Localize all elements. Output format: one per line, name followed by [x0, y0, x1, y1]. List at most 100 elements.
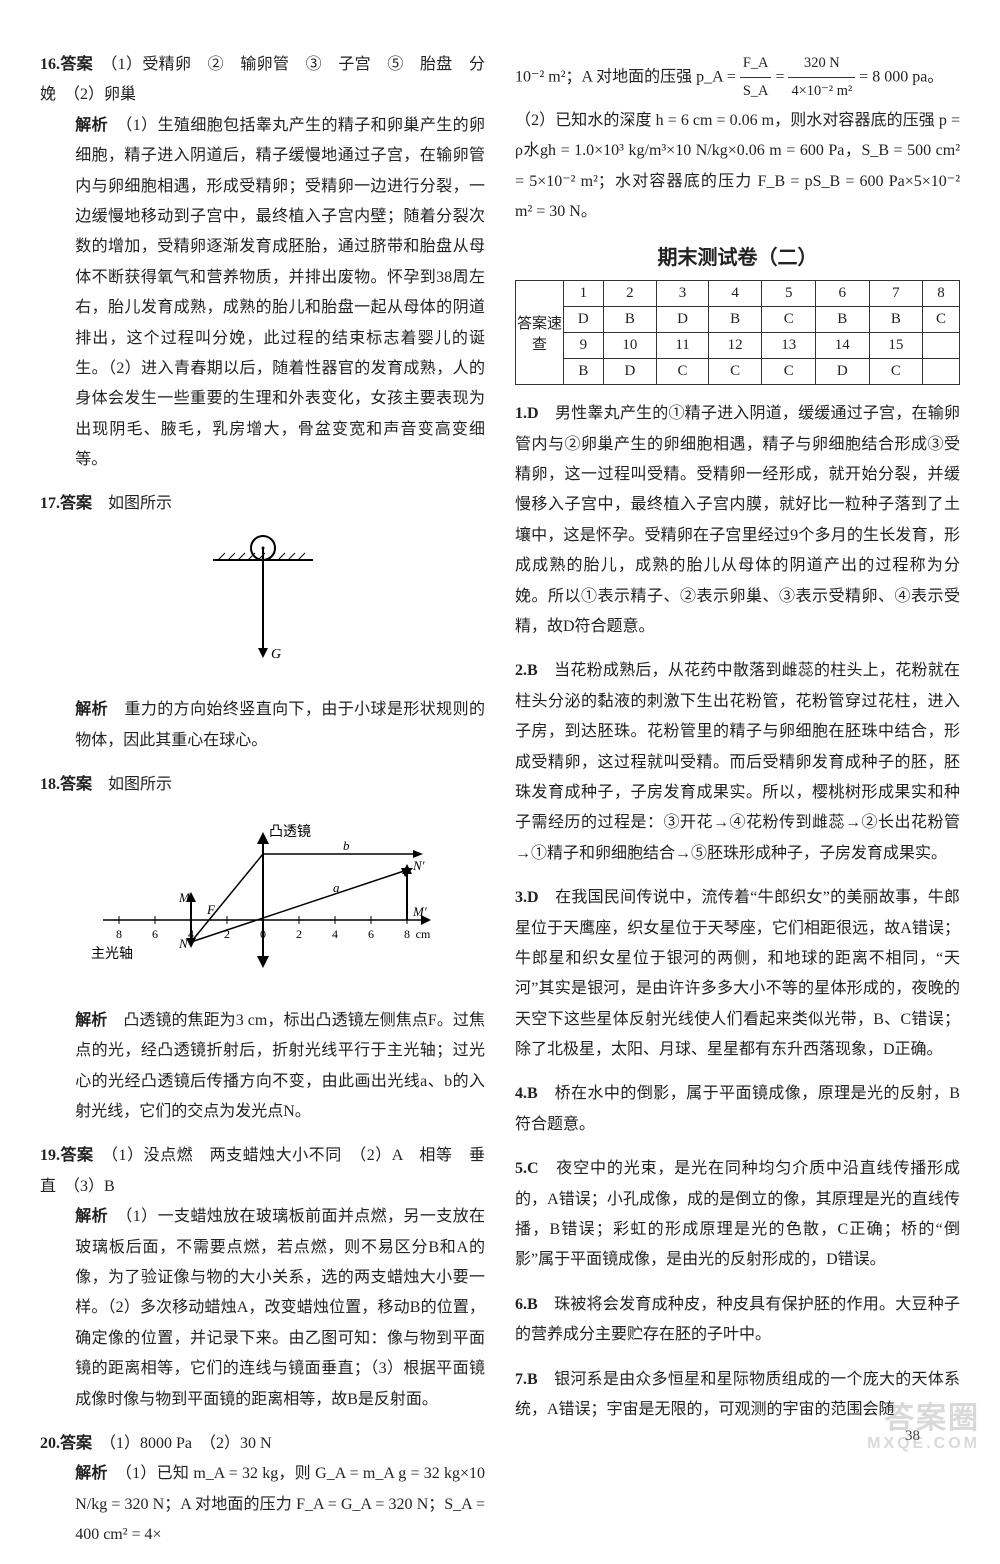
table-cell: 8	[923, 281, 960, 307]
table-cell: C	[762, 307, 816, 333]
table-cell: C	[869, 359, 923, 385]
watermark-line2: MXQE.COM	[867, 1435, 980, 1453]
item-text: 当花粉成熟后，从花药中散落到雌蕊的柱头上，花粉就在柱头分泌的黏液的刺激下生出花粉…	[515, 662, 960, 861]
table-cell: 14	[816, 333, 870, 359]
q20-line1a: 10⁻² m²；A 对地面的压强 p_A =	[515, 69, 740, 86]
q20: 20.答案 （1）8000 Pa （2）30 N 解析 （1）已知 m_A = …	[40, 1429, 485, 1551]
table-cell: D	[657, 307, 709, 333]
table-cell: C	[657, 359, 709, 385]
table-cell: B	[869, 307, 923, 333]
table-cell: C	[923, 307, 960, 333]
q-number: 16.	[40, 56, 60, 73]
ans-item-3: 3.D 在我国民间传说中，流传着“牛郎织女”的美丽故事，牛郎星位于天鹰座，织女星…	[515, 883, 960, 1065]
item-num: 1.D	[515, 405, 539, 422]
table-cell	[923, 359, 960, 385]
answer-label: 答案	[60, 56, 93, 73]
unit-label: cm	[415, 927, 430, 941]
table-cell: D	[603, 359, 657, 385]
explain-label: 解析	[75, 701, 108, 718]
fraction: F_AS_A	[740, 50, 772, 106]
item-num: 5.C	[515, 1160, 539, 1177]
table-cell	[923, 333, 960, 359]
table-cell: C	[762, 359, 816, 385]
q-number: 18.	[40, 776, 60, 793]
q18: 18.答案 如图所示 8 6 4 2 0	[40, 770, 485, 1127]
answer-label: 答案	[60, 776, 92, 793]
table-cell: 4	[708, 281, 762, 307]
right-column: 10⁻² m²；A 对地面的压强 p_A = F_AS_A = 320 N4×1…	[515, 50, 960, 1564]
answer-text: 如图所示	[108, 495, 172, 512]
tick: 6	[368, 927, 374, 941]
table-cell: 15	[869, 333, 923, 359]
q17-figure: G	[40, 530, 485, 681]
item-text: 在我国民间传说中，流传着“牛郎织女”的美丽故事，牛郎星位于天鹰座，织女星位于天琴…	[515, 889, 960, 1058]
table-cell: 13	[762, 333, 816, 359]
explain-text: 重力的方向始终竖直向下，由于小球是形状规则的物体，因此其重心在球心。	[75, 701, 485, 748]
ans-item-2: 2.B 当花粉成熟后，从花药中散落到雌蕊的柱头上，花粉就在柱头分泌的黏液的刺激下…	[515, 656, 960, 869]
tick: 6	[152, 927, 158, 941]
label-Mp: M′	[412, 904, 427, 919]
test-title: 期末测试卷（二）	[515, 241, 960, 270]
lens-label: 凸透镜	[269, 824, 311, 840]
q20-line1b: =	[775, 69, 788, 86]
table-cell: 9	[564, 333, 604, 359]
tick: 8	[116, 927, 122, 941]
answer-text: （1）8000 Pa （2）30 N	[108, 1435, 272, 1452]
axis-label: 主光轴	[91, 946, 133, 962]
label-M: M	[178, 890, 191, 905]
table-cell: 7	[869, 281, 923, 307]
explain-label: 解析	[75, 1208, 108, 1225]
table-cell: B	[603, 307, 657, 333]
table-cell: 6	[816, 281, 870, 307]
table-cell: 5	[762, 281, 816, 307]
table-cell: D	[816, 359, 870, 385]
q17: 17.答案 如图所示	[40, 489, 485, 756]
item-num: 7.B	[515, 1371, 538, 1388]
explain-label: 解析	[75, 1465, 107, 1482]
table-cell: 10	[603, 333, 657, 359]
table-cell: B	[708, 307, 762, 333]
tick: 4	[332, 927, 338, 941]
answer-text: （1）没点燃 两支蜡烛大小不同 （2）A 相等 垂直 （3）B	[40, 1147, 485, 1194]
explain-text: （1）生殖细胞包括睾丸产生的精子和卵巢产生的卵细胞，精子进入阴道后，精子缓慢地通…	[75, 117, 485, 468]
table-cell: D	[564, 307, 604, 333]
answer-text: 如图所示	[108, 776, 172, 793]
explain-text: （1）一支蜡烛放在玻璃板前面并点燃，另一支放在玻璃板后面，不需要点燃，若点燃，则…	[75, 1208, 485, 1407]
item-text: 男性睾丸产生的①精子进入阴道，缓缓通过子宫，在输卵管内与②卵巢产生的卵细胞相遇，…	[515, 405, 960, 635]
label-Np: N′	[412, 858, 425, 873]
ans-item-1: 1.D 男性睾丸产生的①精子进入阴道，缓缓通过子宫，在输卵管内与②卵巢产生的卵细…	[515, 399, 960, 642]
label-b: b	[343, 838, 350, 853]
item-num: 6.B	[515, 1296, 538, 1313]
table-cell: B	[816, 307, 870, 333]
table-cell: B	[564, 359, 604, 385]
watermark: 答案圈 MXQE.COM	[867, 1402, 980, 1453]
item-num: 3.D	[515, 889, 539, 906]
item-num: 2.B	[515, 662, 538, 679]
ans-item-6: 6.B 珠被将会发育成种皮，种皮具有保护胚的作用。大豆种子的营养成分主要贮存在胚…	[515, 1290, 960, 1351]
table-cell: C	[708, 359, 762, 385]
ans-item-4: 4.B 桥在水中的倒影，属于平面镜成像，原理是光的反射，B符合题意。	[515, 1079, 960, 1140]
tick: 2	[296, 927, 302, 941]
table-cell: 1	[564, 281, 604, 307]
fraction: 320 N4×10⁻² m²	[788, 50, 855, 106]
answer-label: 答案	[60, 1435, 92, 1452]
tick: 8	[404, 927, 410, 941]
q20-cont: 10⁻² m²；A 对地面的压强 p_A = F_AS_A = 320 N4×1…	[515, 50, 960, 227]
row-label: 答案速查	[516, 281, 564, 385]
explain-label: 解析	[75, 117, 108, 134]
table-cell: 2	[603, 281, 657, 307]
q18-figure: 8 6 4 2 0 2 4 6 8 cm	[40, 810, 485, 991]
item-text: 夜空中的光束，是光在同种均匀介质中沿直线传播形成的，A错误；小孔成像，成的是倒立…	[515, 1160, 960, 1268]
table-cell: 12	[708, 333, 762, 359]
label-G: G	[271, 647, 281, 662]
item-text: 桥在水中的倒影，属于平面镜成像，原理是光的反射，B符合题意。	[515, 1085, 960, 1132]
q20-line1c: = 8 000 pa。	[859, 69, 943, 86]
q-number: 17.	[40, 495, 60, 512]
label-a: a	[333, 880, 340, 895]
answer-text: （1）受精卵 ② 输卵管 ③ 子宫 ⑤ 胎盘 分娩 （2）卵巢	[40, 56, 485, 103]
table-cell: 3	[657, 281, 709, 307]
q-number: 19.	[40, 1147, 60, 1164]
answer-label: 答案	[60, 1147, 94, 1164]
explain-text: 凸透镜的焦距为3 cm，标出凸透镜左侧焦点F。过焦点的光，经凸透镜折射后，折射光…	[75, 1012, 485, 1120]
item-num: 4.B	[515, 1085, 538, 1102]
